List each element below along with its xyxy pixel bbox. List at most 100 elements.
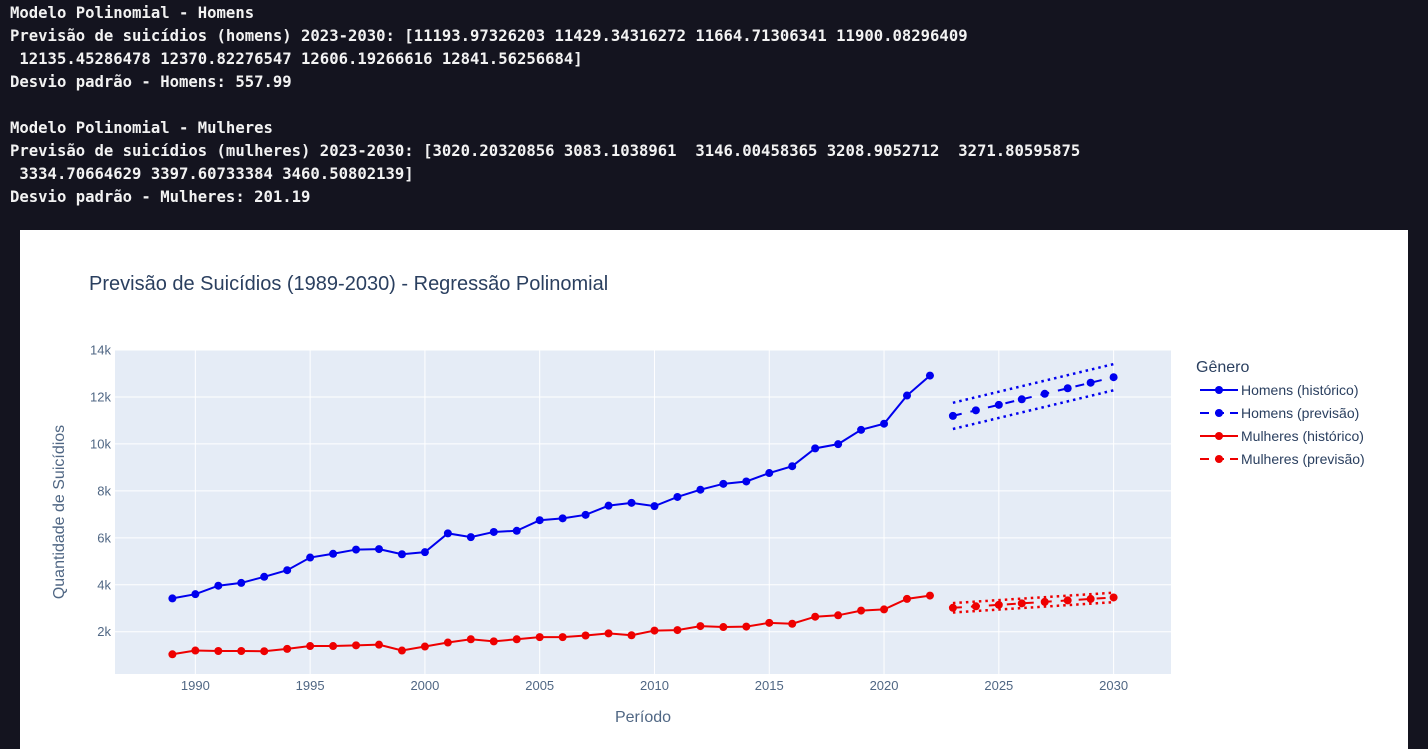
- data-point[interactable]: [237, 578, 246, 587]
- data-point[interactable]: [283, 566, 292, 575]
- data-point[interactable]: [765, 469, 774, 478]
- data-point[interactable]: [1017, 395, 1026, 404]
- legend-label: Mulheres (histórico): [1241, 428, 1364, 444]
- data-point[interactable]: [397, 550, 406, 559]
- legend-item[interactable]: Homens (histórico): [1200, 382, 1358, 398]
- data-point[interactable]: [581, 510, 590, 519]
- data-point[interactable]: [1109, 373, 1118, 382]
- data-point[interactable]: [397, 646, 406, 655]
- data-point[interactable]: [558, 633, 567, 642]
- data-point[interactable]: [948, 411, 957, 420]
- data-point[interactable]: [306, 553, 315, 562]
- data-point[interactable]: [1063, 384, 1072, 393]
- data-point[interactable]: [489, 637, 498, 646]
- data-point[interactable]: [260, 572, 269, 581]
- data-point[interactable]: [627, 631, 636, 640]
- data-point[interactable]: [191, 646, 200, 655]
- data-point[interactable]: [535, 516, 544, 525]
- data-point[interactable]: [925, 371, 934, 380]
- data-point[interactable]: [352, 641, 361, 650]
- data-point[interactable]: [788, 462, 797, 471]
- data-point[interactable]: [696, 622, 705, 631]
- data-point[interactable]: [214, 646, 223, 655]
- legend-item[interactable]: Homens (previsão): [1200, 405, 1359, 421]
- data-point[interactable]: [283, 644, 292, 653]
- data-point[interactable]: [627, 498, 636, 507]
- data-point[interactable]: [1040, 597, 1049, 606]
- data-point[interactable]: [811, 612, 820, 621]
- data-point[interactable]: [788, 619, 797, 628]
- series-lines: [168, 371, 1118, 659]
- data-point[interactable]: [811, 444, 820, 453]
- data-point[interactable]: [420, 642, 429, 651]
- data-point[interactable]: [834, 440, 843, 449]
- data-point[interactable]: [880, 419, 889, 428]
- data-point[interactable]: [650, 502, 659, 511]
- series-line[interactable]: [172, 594, 931, 656]
- data-point[interactable]: [306, 642, 315, 651]
- legend-item[interactable]: Mulheres (previsão): [1200, 451, 1365, 467]
- data-point[interactable]: [604, 629, 613, 638]
- y-axis-label: Quantidade de Suicídios: [51, 425, 68, 599]
- data-point[interactable]: [1017, 599, 1026, 608]
- data-point[interactable]: [925, 591, 934, 600]
- data-point[interactable]: [1063, 596, 1072, 605]
- plotly-figure[interactable]: Previsão de Suicídios (1989-2030) - Regr…: [20, 230, 1408, 749]
- data-point[interactable]: [1109, 593, 1118, 602]
- data-point[interactable]: [581, 631, 590, 640]
- data-point[interactable]: [857, 425, 866, 434]
- data-point[interactable]: [903, 594, 911, 603]
- data-point[interactable]: [1086, 594, 1095, 603]
- data-point[interactable]: [191, 590, 200, 599]
- data-point[interactable]: [375, 640, 383, 649]
- data-point[interactable]: [673, 626, 682, 635]
- data-point[interactable]: [971, 602, 980, 611]
- legend-item[interactable]: Mulheres (histórico): [1200, 428, 1364, 444]
- data-point[interactable]: [994, 600, 1003, 609]
- data-point[interactable]: [857, 606, 866, 615]
- data-point[interactable]: [466, 635, 475, 644]
- data-point[interactable]: [765, 618, 774, 627]
- data-point[interactable]: [329, 642, 338, 651]
- data-point[interactable]: [512, 635, 521, 644]
- data-point[interactable]: [742, 477, 751, 486]
- data-point[interactable]: [214, 581, 223, 590]
- legend-swatch-marker: [1215, 455, 1223, 463]
- data-point[interactable]: [604, 501, 613, 510]
- data-point[interactable]: [650, 626, 659, 635]
- data-point[interactable]: [443, 638, 452, 647]
- data-point[interactable]: [168, 594, 177, 603]
- data-point[interactable]: [719, 623, 728, 632]
- data-point[interactable]: [168, 650, 177, 659]
- data-point[interactable]: [834, 611, 843, 620]
- data-point[interactable]: [994, 400, 1003, 409]
- data-point[interactable]: [375, 545, 383, 554]
- data-point[interactable]: [237, 646, 246, 655]
- data-point[interactable]: [971, 406, 980, 415]
- data-point[interactable]: [696, 485, 705, 494]
- data-point[interactable]: [880, 605, 889, 614]
- legend-label: Homens (histórico): [1241, 382, 1358, 398]
- legend[interactable]: Gênero Homens (histórico) Homens (previsã…: [1196, 359, 1365, 467]
- data-point[interactable]: [352, 545, 361, 554]
- data-point[interactable]: [903, 391, 911, 400]
- data-point[interactable]: [1040, 389, 1049, 398]
- series-line[interactable]: [172, 374, 931, 600]
- data-point[interactable]: [673, 492, 682, 501]
- chart-svg[interactable]: Previsão de Suicídios (1989-2030) - Regr…: [20, 230, 1408, 749]
- data-point[interactable]: [443, 529, 452, 538]
- plot-background[interactable]: [115, 350, 1171, 674]
- data-point[interactable]: [260, 647, 269, 656]
- data-point[interactable]: [742, 622, 751, 631]
- data-point[interactable]: [948, 603, 957, 612]
- data-point[interactable]: [466, 533, 475, 542]
- data-point[interactable]: [1086, 378, 1095, 387]
- data-point[interactable]: [558, 514, 567, 523]
- data-point[interactable]: [329, 549, 338, 558]
- data-point[interactable]: [719, 479, 728, 488]
- data-point[interactable]: [420, 548, 429, 557]
- data-point[interactable]: [489, 527, 498, 536]
- data-point[interactable]: [512, 526, 521, 535]
- data-point[interactable]: [535, 633, 544, 642]
- lower-std-line: [952, 600, 1114, 614]
